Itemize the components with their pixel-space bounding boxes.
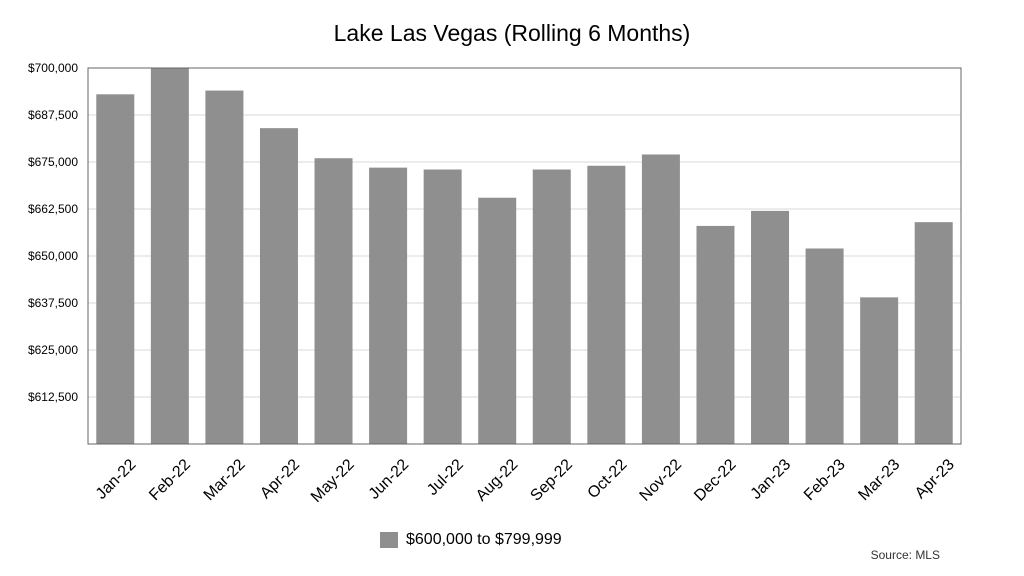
source-note: Source: MLS [870,548,940,562]
x-tick-label: Mar-22 [201,456,249,504]
bar [641,154,680,445]
x-tick-label: Apr-22 [257,456,303,502]
legend-swatch [380,532,398,548]
x-tick-label: Feb-22 [146,456,194,504]
x-tick-label: Mar-23 [855,456,903,504]
bar [314,158,353,445]
bar [205,90,244,444]
x-tick-label: Oct-22 [585,456,631,502]
legend-label: $600,000 to $799,999 [406,531,562,548]
x-tick-label: Jun-22 [366,456,413,503]
y-tick-label: $612,500 [28,390,78,404]
bar [696,225,735,444]
x-tick-label: Nov-22 [637,456,686,505]
y-tick-label: $700,000 [28,61,78,75]
bar [751,210,790,444]
y-tick-label: $675,000 [28,155,78,169]
y-axis-tick-labels: $612,500 $625,000 $637,500 $650,000 $662,500… [28,61,78,404]
bar [369,167,408,444]
chart-title: Lake Las Vegas (Rolling 6 Months) [333,20,691,46]
x-tick-label: Jul-22 [424,456,467,499]
y-tick-label: $687,500 [28,108,78,122]
x-tick-label: Sep-22 [527,456,576,505]
y-tick-label: $625,000 [28,343,78,357]
bar [423,169,462,444]
y-tick-label: $650,000 [28,249,78,263]
y-tick-label: $637,500 [28,296,78,310]
x-tick-label: Aug-22 [473,456,522,505]
bar [805,248,844,444]
x-tick-label: Feb-23 [801,456,849,504]
y-tick-label: $662,500 [28,202,78,216]
bar [587,165,626,444]
bar [478,197,517,444]
x-tick-label: May-22 [308,456,358,506]
bar [532,169,571,444]
bars [96,68,953,445]
x-tick-label: Dec-22 [691,456,740,505]
bar [96,94,135,444]
bar [150,68,189,444]
bar [914,222,953,444]
legend: $600,000 to $799,999 [380,531,562,549]
x-tick-label: Jan-22 [93,456,140,503]
x-tick-label: Jan-23 [748,456,795,503]
x-axis-tick-labels: Jan-22 Feb-22 Mar-22 Apr-22 May-22 Jun-22 Jul-… [93,456,958,506]
bar [860,297,899,444]
plot-frame [87,67,962,445]
x-tick-label: Apr-23 [912,456,958,502]
bar [259,128,298,444]
